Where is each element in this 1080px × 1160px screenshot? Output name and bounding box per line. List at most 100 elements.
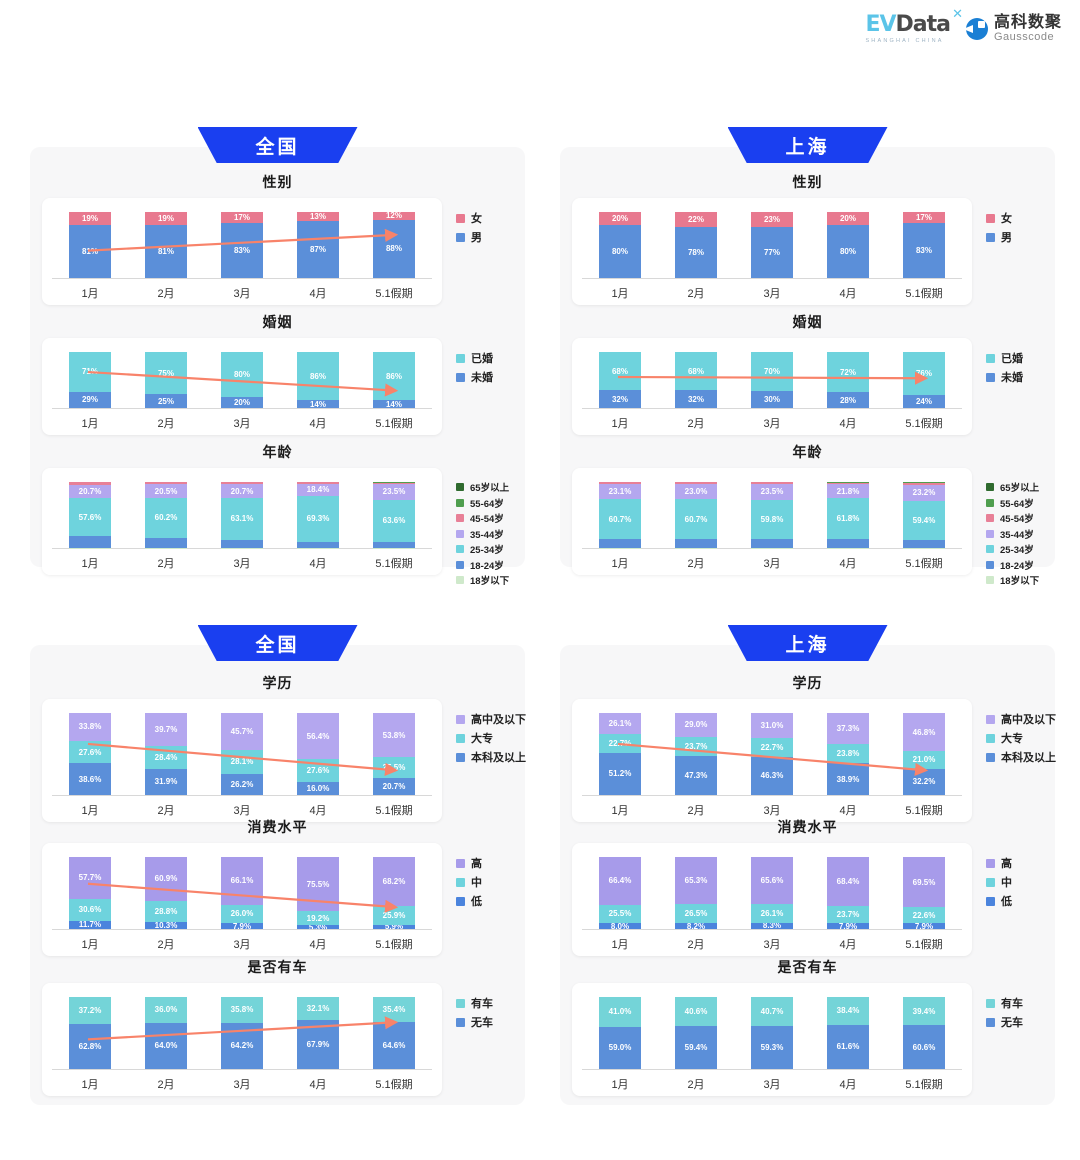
legend-item[interactable]: 男 <box>986 229 1055 245</box>
stacked-bar[interactable]: 66.4% 25.5% 8.0% <box>599 857 641 929</box>
stacked-bar[interactable]: 86% 14% <box>373 352 415 408</box>
bar-group[interactable]: 31.0% 22.7% 46.3% <box>734 713 810 795</box>
bar-group[interactable]: 66.1% 26.0% 7.9% <box>204 857 280 929</box>
legend-item[interactable]: 45-54岁 <box>986 511 1055 525</box>
stacked-bar[interactable]: 38.4% 61.6% <box>827 997 869 1069</box>
bar-group[interactable]: 68% 32% <box>658 352 734 408</box>
stacked-bar[interactable]: 33.8% 27.6% 38.6% <box>69 713 111 795</box>
bar-group[interactable]: 40.6% 59.4% <box>658 997 734 1069</box>
bar-group[interactable]: 19% 81% <box>52 212 128 278</box>
bar-group[interactable]: 53.8% 25.5% 20.7% <box>356 713 432 795</box>
legend-item[interactable]: 55-64岁 <box>986 496 1055 510</box>
bar-group[interactable]: 69.5% 22.6% 7.9% <box>886 857 962 929</box>
stacked-bar[interactable]: 68% 32% <box>599 352 641 408</box>
stacked-bar[interactable]: 18.4% 69.3% <box>297 482 339 548</box>
stacked-bar[interactable]: 17% 83% <box>221 212 263 278</box>
stacked-bar[interactable]: 19% 81% <box>145 212 187 278</box>
legend-item[interactable]: 未婚 <box>456 369 525 385</box>
bar-group[interactable]: 68% 32% <box>582 352 658 408</box>
stacked-bar[interactable]: 37.2% 62.8% <box>69 997 111 1069</box>
stacked-bar[interactable]: 56.4% 27.6% 16.0% <box>297 713 339 795</box>
bar-group[interactable]: 23.2% 59.4% <box>886 482 962 548</box>
legend-item[interactable]: 已婚 <box>456 350 525 366</box>
bar-group[interactable]: 37.3% 23.8% 38.9% <box>810 713 886 795</box>
bar-group[interactable]: 60.9% 28.8% 10.3% <box>128 857 204 929</box>
legend-item[interactable]: 高 <box>456 855 525 871</box>
legend-item[interactable]: 18岁以下 <box>986 573 1055 587</box>
bar-group[interactable]: 22% 78% <box>658 212 734 278</box>
stacked-bar[interactable]: 75% 25% <box>145 352 187 408</box>
bar-group[interactable]: 39.4% 60.6% <box>886 997 962 1069</box>
stacked-bar[interactable]: 19% 81% <box>69 212 111 278</box>
bar-group[interactable]: 68.2%25.9%5.9% <box>356 857 432 929</box>
legend-item[interactable]: 65岁以上 <box>456 480 525 494</box>
bar-group[interactable]: 35.4% 64.6% <box>356 997 432 1069</box>
stacked-bar[interactable]: 23.1% 60.7% <box>599 482 641 548</box>
stacked-bar[interactable]: 23.5% 59.8% <box>751 482 793 548</box>
stacked-bar[interactable]: 21.8% 61.8% <box>827 482 869 548</box>
bar-group[interactable]: 41.0% 59.0% <box>582 997 658 1069</box>
stacked-bar[interactable]: 70% 30% <box>751 352 793 408</box>
bar-group[interactable]: 86% 14% <box>356 352 432 408</box>
bar-group[interactable]: 32.1% 67.9% <box>280 997 356 1069</box>
bar-group[interactable]: 17% 83% <box>204 212 280 278</box>
stacked-bar[interactable]: 26.1% 22.7% 51.2% <box>599 713 641 795</box>
stacked-bar[interactable]: 80% 20% <box>221 352 263 408</box>
stacked-bar[interactable]: 75.5%19.2%5.3% <box>297 857 339 929</box>
stacked-bar[interactable]: 69.5% 22.6% 7.9% <box>903 857 945 929</box>
stacked-bar[interactable]: 39.7% 28.4% 31.9% <box>145 713 187 795</box>
bar-group[interactable]: 72% 28% <box>810 352 886 408</box>
bar-group[interactable]: 20.5% 60.2% <box>128 482 204 548</box>
bar-group[interactable]: 20.7% 57.6% <box>52 482 128 548</box>
bar-group[interactable]: 65.3% 26.5% 8.2% <box>658 857 734 929</box>
stacked-bar[interactable]: 35.4% 64.6% <box>373 997 415 1069</box>
bar-group[interactable]: 18.4% 69.3% <box>280 482 356 548</box>
stacked-bar[interactable]: 12% 88% <box>373 212 415 278</box>
stacked-bar[interactable]: 40.6% 59.4% <box>675 997 717 1069</box>
stacked-bar[interactable]: 35.8% 64.2% <box>221 997 263 1069</box>
bar-group[interactable]: 20.7% 63.1% <box>204 482 280 548</box>
legend-item[interactable]: 有车 <box>986 995 1055 1011</box>
stacked-bar[interactable]: 23.2% 59.4% <box>903 482 945 548</box>
bar-group[interactable]: 86% 14% <box>280 352 356 408</box>
legend-item[interactable]: 本科及以上 <box>986 749 1056 765</box>
legend-item[interactable]: 高中及以下 <box>456 711 526 727</box>
bar-group[interactable]: 46.8% 21.0% 32.2% <box>886 713 962 795</box>
bar-group[interactable]: 75.5%19.2%5.3% <box>280 857 356 929</box>
stacked-bar[interactable]: 23.5% 63.6% <box>373 482 415 548</box>
stacked-bar[interactable]: 40.7% 59.3% <box>751 997 793 1069</box>
bar-group[interactable]: 35.8% 64.2% <box>204 997 280 1069</box>
legend-item[interactable]: 55-64岁 <box>456 496 525 510</box>
legend-item[interactable]: 已婚 <box>986 350 1055 366</box>
bar-group[interactable]: 23.5% 63.6% <box>356 482 432 548</box>
stacked-bar[interactable]: 22% 78% <box>675 212 717 278</box>
bar-group[interactable]: 17% 83% <box>886 212 962 278</box>
bar-group[interactable]: 57.7% 30.6% 11.7% <box>52 857 128 929</box>
legend-item[interactable]: 男 <box>456 229 525 245</box>
bar-group[interactable]: 71% 29% <box>52 352 128 408</box>
bar-group[interactable]: 40.7% 59.3% <box>734 997 810 1069</box>
legend-item[interactable]: 18-24岁 <box>986 558 1055 572</box>
bar-group[interactable]: 21.8% 61.8% <box>810 482 886 548</box>
bar-group[interactable]: 20% 80% <box>810 212 886 278</box>
stacked-bar[interactable]: 65.3% 26.5% 8.2% <box>675 857 717 929</box>
bar-group[interactable]: 75% 25% <box>128 352 204 408</box>
legend-item[interactable]: 大专 <box>456 730 526 746</box>
stacked-bar[interactable]: 65.6% 26.1% 8.3% <box>751 857 793 929</box>
stacked-bar[interactable]: 46.8% 21.0% 32.2% <box>903 713 945 795</box>
legend-item[interactable]: 25-34岁 <box>986 542 1055 556</box>
legend-item[interactable]: 高 <box>986 855 1055 871</box>
stacked-bar[interactable]: 23% 77% <box>751 212 793 278</box>
legend-item[interactable]: 女 <box>456 210 525 226</box>
stacked-bar[interactable]: 20.7% 57.6% <box>69 482 111 548</box>
stacked-bar[interactable]: 20.7% 63.1% <box>221 482 263 548</box>
bar-group[interactable]: 23.1% 60.7% <box>582 482 658 548</box>
stacked-bar[interactable]: 23.0% 60.7% <box>675 482 717 548</box>
bar-group[interactable]: 76% 24% <box>886 352 962 408</box>
stacked-bar[interactable]: 20.5% 60.2% <box>145 482 187 548</box>
stacked-bar[interactable]: 68.2%25.9%5.9% <box>373 857 415 929</box>
stacked-bar[interactable]: 36.0% 64.0% <box>145 997 187 1069</box>
bar-group[interactable]: 20% 80% <box>582 212 658 278</box>
bar-group[interactable]: 45.7% 28.1% 26.2% <box>204 713 280 795</box>
legend-item[interactable]: 未婚 <box>986 369 1055 385</box>
